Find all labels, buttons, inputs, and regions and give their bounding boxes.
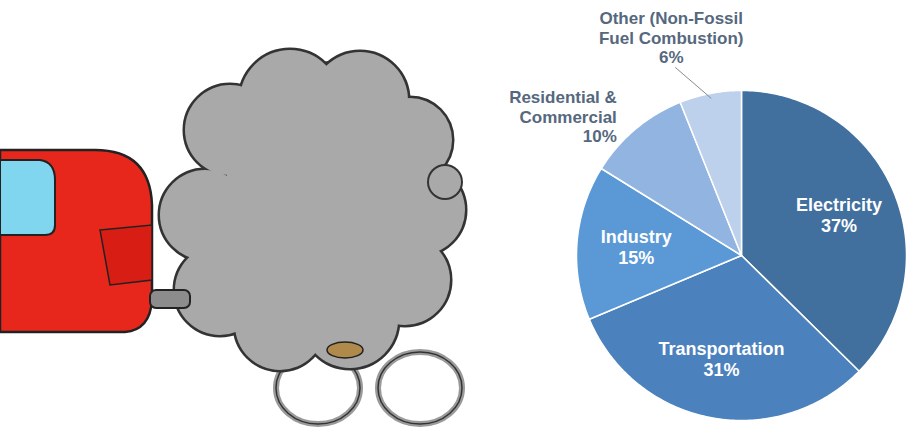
svg-text:Industry15%: Industry15% xyxy=(601,227,672,268)
svg-text:Transportation31%: Transportation31% xyxy=(659,339,785,380)
svg-text:Electricity37%: Electricity37% xyxy=(796,195,882,236)
svg-text:Residential &Commercial10%: Residential &Commercial10% xyxy=(509,88,617,146)
svg-text:Other (Non-FossilFuel Combusti: Other (Non-FossilFuel Combustion)6% xyxy=(599,9,743,67)
